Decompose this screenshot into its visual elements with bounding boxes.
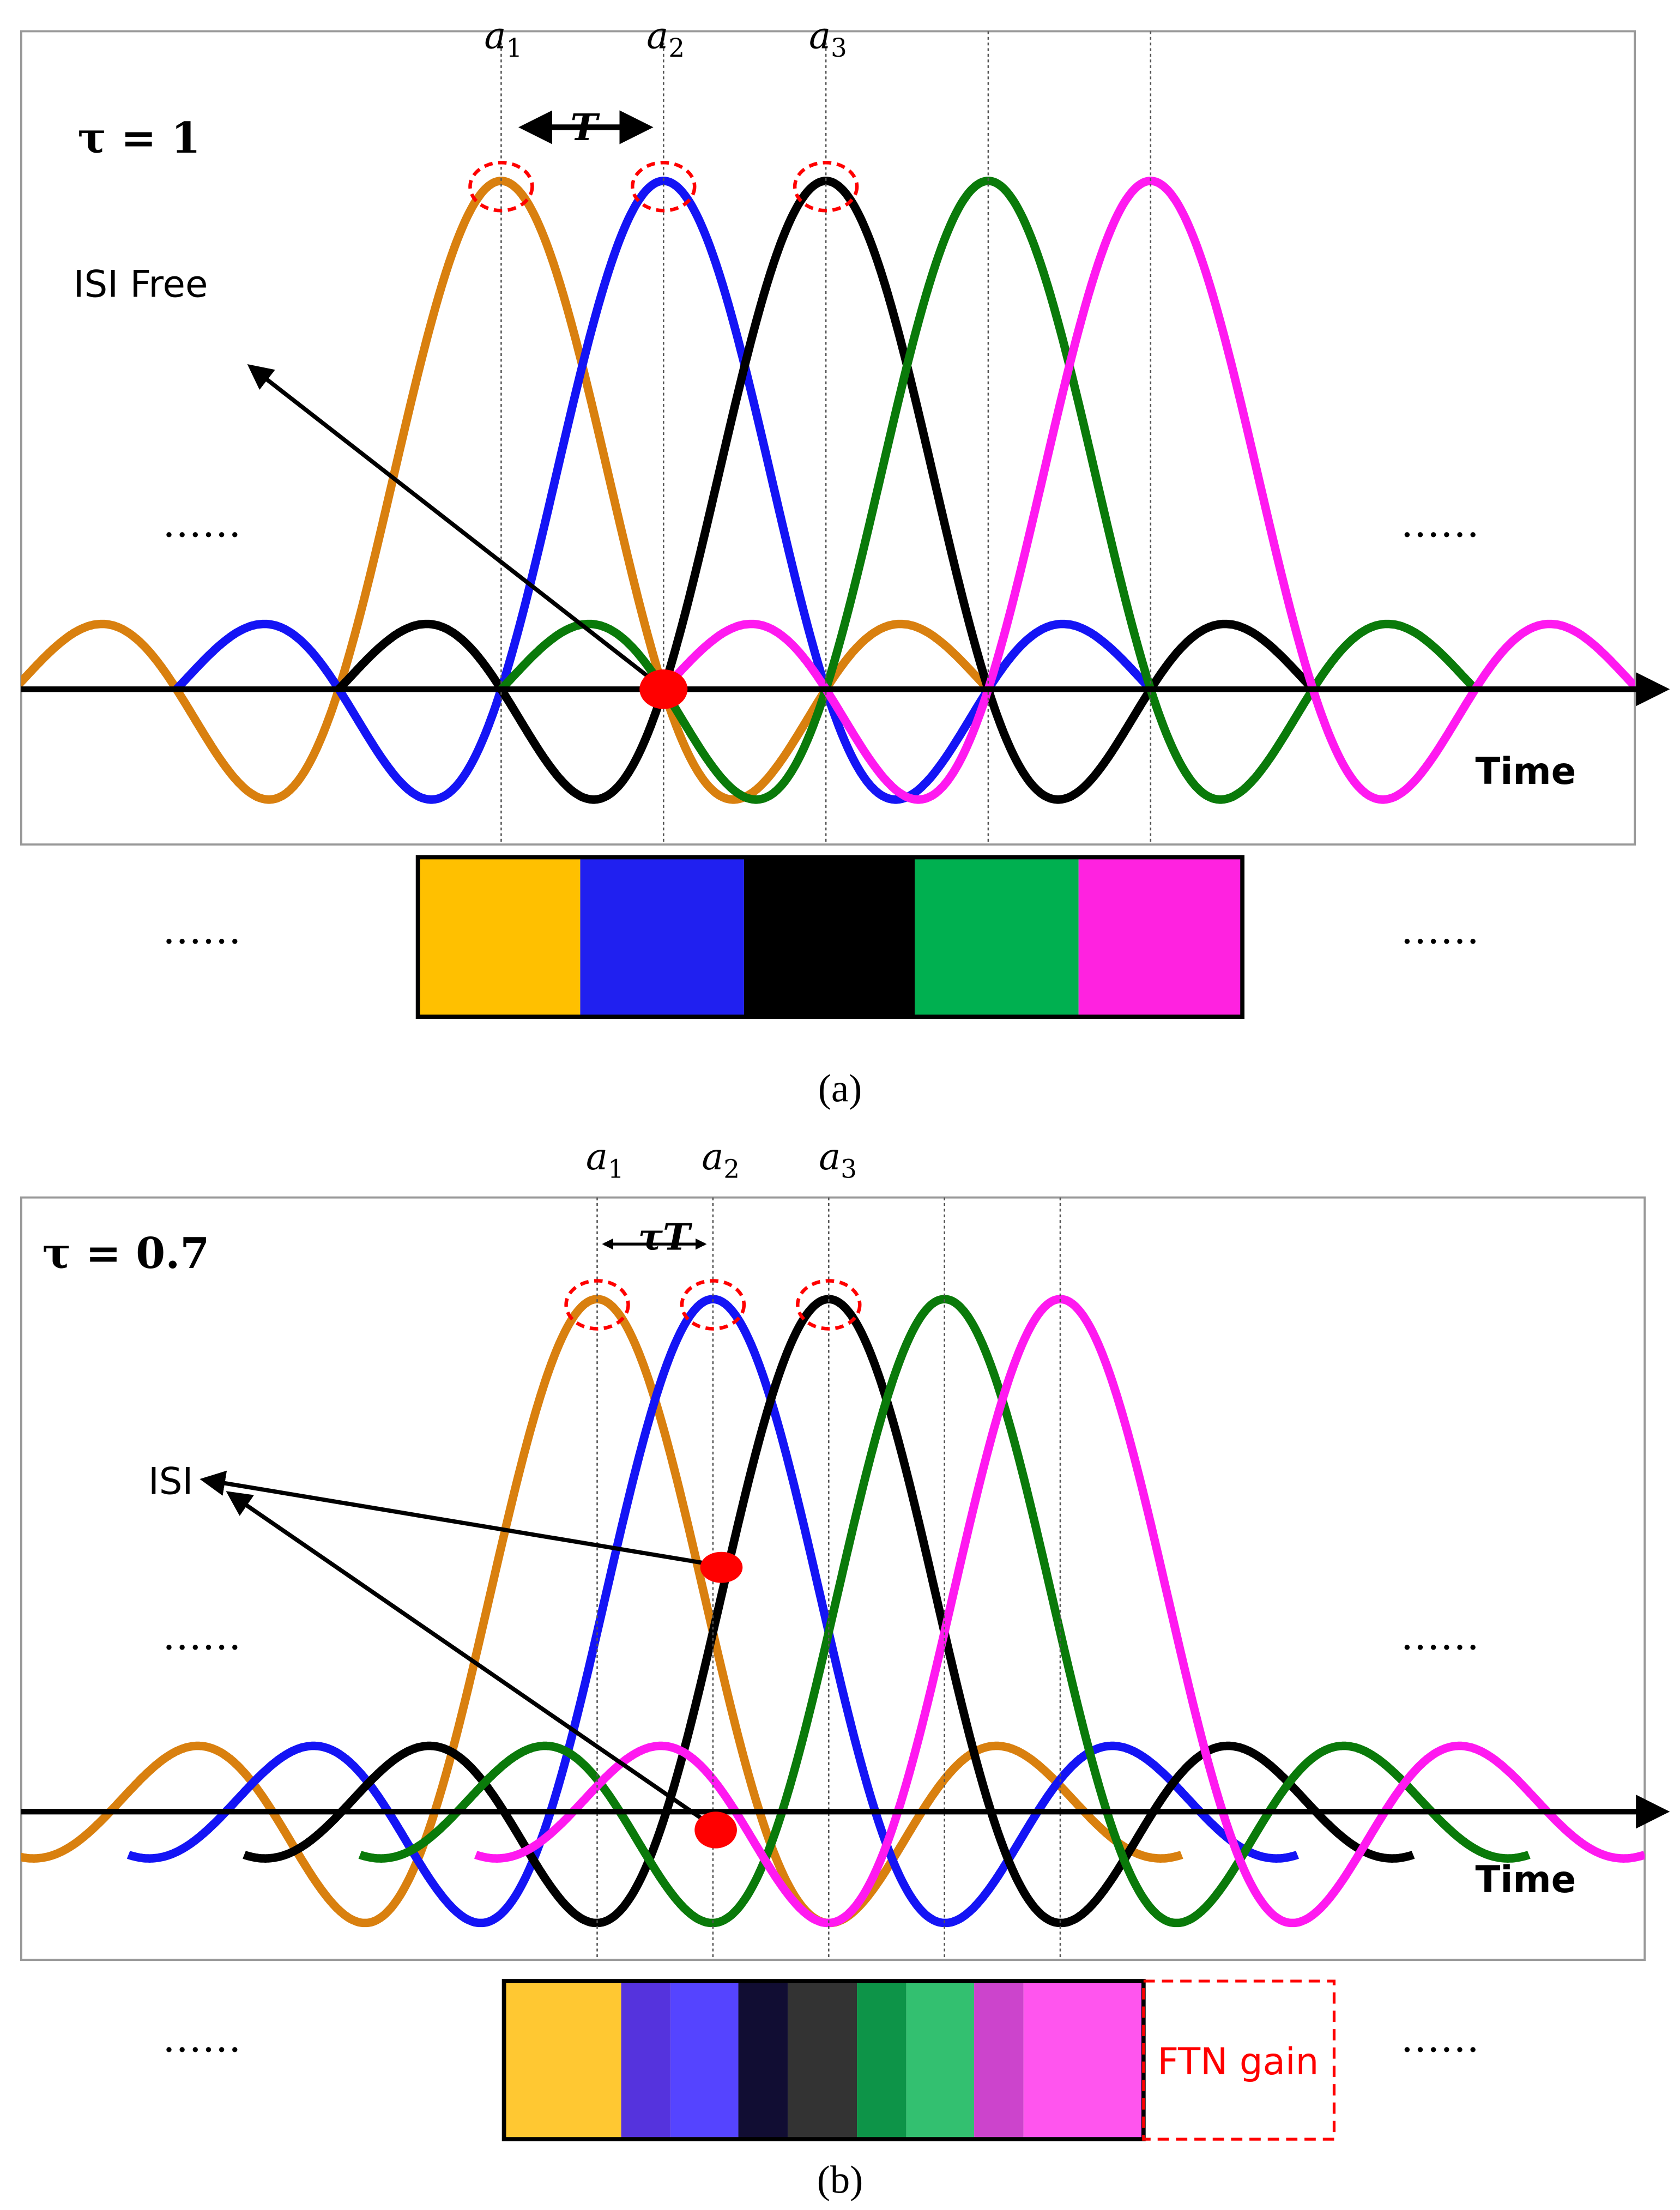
ellipsis: …… <box>162 2016 241 2062</box>
symbol-base: a <box>809 14 831 57</box>
sample-point <box>639 669 688 709</box>
symbol-sub: 2 <box>668 33 685 63</box>
symbol-sub: 3 <box>831 33 847 63</box>
panel-frame <box>20 1196 1646 1961</box>
axis-label: Time <box>1475 750 1576 793</box>
symbol-base: a <box>702 1136 723 1178</box>
sample-point <box>700 1551 743 1583</box>
tau-label: τ = 0.7 <box>43 1229 210 1278</box>
tau-label: τ = 1 <box>77 113 201 163</box>
symbol-bar <box>415 855 1245 1019</box>
axis-label: Time <box>1475 1858 1576 1901</box>
sample-point <box>694 1812 737 1849</box>
symbol-bar <box>501 1979 1336 2141</box>
grid <box>468 31 1152 845</box>
bar-frame <box>415 855 1245 1019</box>
peak-marker <box>680 1279 746 1331</box>
arrow <box>226 1491 711 1826</box>
spacing-label: T <box>570 106 600 149</box>
bar-segment <box>1023 1981 1144 2140</box>
bar-frame <box>501 1979 1146 2141</box>
caption: (a) <box>818 1066 862 1110</box>
bar-segment <box>621 1981 671 2140</box>
symbol: a2 <box>702 1136 740 1184</box>
peak-marker <box>631 160 697 213</box>
arrow <box>200 1470 714 1567</box>
bar-segment <box>744 857 915 1017</box>
bar-segment <box>915 857 1079 1017</box>
symbol-sub: 1 <box>506 33 522 63</box>
symbol-sub: 2 <box>723 1154 740 1184</box>
panel-frame <box>20 30 1636 846</box>
caption: (b) <box>817 2158 863 2202</box>
ellipsis: …… <box>162 501 241 547</box>
peak-marker <box>468 160 534 213</box>
ellipsis: …… <box>162 907 241 953</box>
symbol-base: a <box>586 1136 608 1178</box>
gain-box <box>1142 1979 1336 2141</box>
ellipsis: …… <box>162 1613 241 1659</box>
bar-segment <box>857 1981 907 2140</box>
spacing-label: τT <box>638 1215 693 1258</box>
symbol: a1 <box>484 14 522 63</box>
symbol: a3 <box>809 14 847 63</box>
bar-segment <box>504 1981 621 2140</box>
bar-segment <box>580 857 744 1017</box>
bar-segment <box>738 1981 788 2140</box>
ellipsis: …… <box>1400 2016 1479 2062</box>
bar-segment <box>670 1981 739 2140</box>
peak-marker <box>796 1279 862 1331</box>
symbol-base: a <box>646 14 668 57</box>
symbol-sub: 1 <box>608 1154 624 1184</box>
ellipsis: …… <box>1400 501 1479 547</box>
bar-segment <box>418 857 581 1017</box>
bar-segment <box>788 1981 857 2140</box>
arrow <box>247 364 662 689</box>
symbol-base: a <box>484 14 506 57</box>
peak-marker <box>564 1279 630 1331</box>
annotation: ISI <box>148 1460 193 1503</box>
ellipsis: …… <box>1400 907 1479 953</box>
symbol: a3 <box>819 1136 857 1184</box>
peak-marker <box>793 160 859 213</box>
gain-label: FTN gain <box>1157 2040 1319 2083</box>
symbol-sub: 3 <box>841 1154 857 1184</box>
bar-segment <box>974 1981 1024 2140</box>
symbol: a2 <box>646 14 685 63</box>
symbol: a1 <box>586 1136 624 1184</box>
bar-segment <box>1078 857 1243 1017</box>
ellipsis: …… <box>1400 1613 1479 1659</box>
bar-segment <box>906 1981 975 2140</box>
annotation: ISI Free <box>74 263 208 305</box>
symbol-base: a <box>819 1136 841 1178</box>
